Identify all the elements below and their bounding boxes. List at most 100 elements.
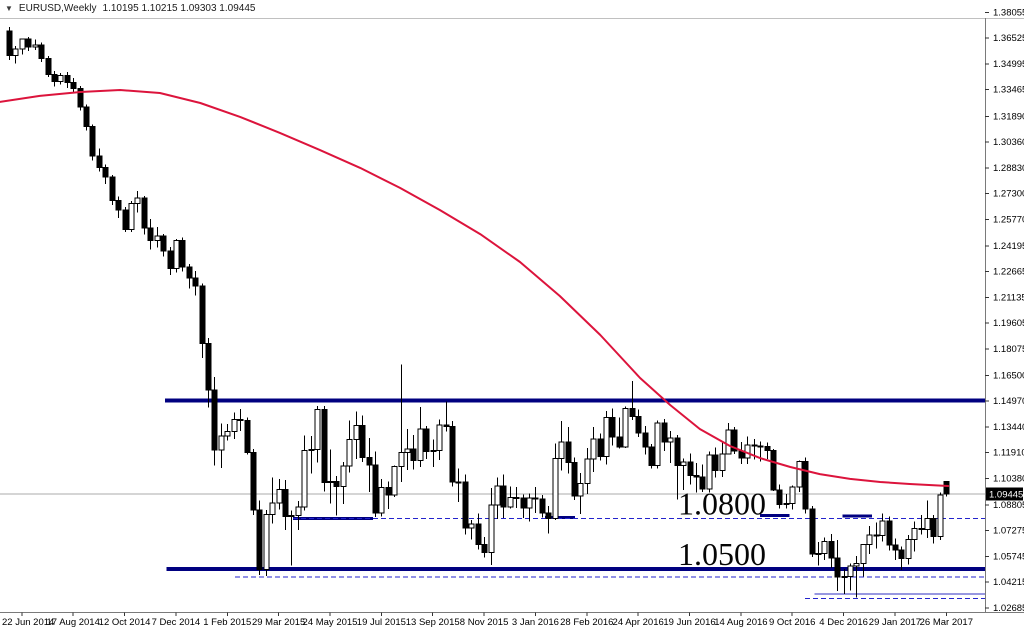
bear-candle [674, 437, 681, 466]
bull-candle [719, 453, 726, 471]
date-label: 7 Dec 2014 [152, 617, 201, 628]
bear-candle [6, 30, 13, 56]
price-label: 1.10380 [993, 473, 1024, 484]
bear-candle [609, 417, 616, 438]
bear-candle [96, 155, 103, 168]
bull-candle [468, 523, 475, 529]
price-label: 1.38055 [993, 7, 1024, 18]
bear-candle [115, 200, 122, 211]
bull-candle [19, 38, 26, 50]
price-label: 1.33465 [993, 85, 1024, 96]
bull-candle [327, 481, 334, 484]
bear-candle [109, 176, 116, 202]
bull-candle [154, 235, 161, 241]
bull-candle [308, 448, 315, 452]
bear-candle [244, 419, 251, 453]
bear-candle [192, 277, 199, 287]
bull-candle [654, 422, 661, 467]
bull-candle [398, 452, 405, 467]
bull-candle [353, 424, 360, 441]
bear-candle [51, 73, 58, 82]
bull-candle [552, 457, 559, 519]
bull-candle [526, 497, 533, 509]
price-label: 1.11910 [993, 448, 1024, 459]
bear-candle [873, 534, 880, 537]
date-label: 8 Nov 2015 [460, 617, 509, 628]
bear-candle [699, 476, 706, 490]
bull-candle [288, 514, 295, 517]
bear-candle [481, 543, 488, 553]
date-label: 26 Mar 2017 [920, 617, 973, 628]
bear-candle [500, 485, 507, 508]
bull-candle [417, 428, 424, 461]
bear-candle [333, 481, 340, 488]
price-axis[interactable]: 1.38055 1.36525 1.34995 1.33465 1.31890 1.303… [985, 7, 1024, 614]
bull-candle [295, 506, 302, 516]
annotation-1.0500[interactable]: 1.0500 [678, 536, 766, 572]
bear-candle [179, 239, 186, 268]
bear-candle [712, 454, 719, 471]
date-label: 28 Feb 2016 [560, 617, 613, 628]
bull-candle [879, 520, 886, 537]
bull-candle [231, 418, 238, 433]
bull-candle [488, 504, 495, 553]
bear-candle [423, 428, 430, 453]
price-label: 1.14970 [993, 396, 1024, 407]
price-label: 1.34995 [993, 59, 1024, 70]
bear-candle [943, 480, 950, 495]
date-label: 29 Mar 2015 [252, 617, 305, 628]
bear-candle [366, 456, 373, 466]
bull-candle [224, 431, 231, 437]
price-label: 1.19605 [993, 318, 1024, 329]
bear-candle [77, 87, 84, 108]
bear-candle [520, 497, 527, 509]
bear-candle [167, 250, 174, 270]
price-label: 1.16500 [993, 370, 1024, 381]
bear-candle [449, 425, 456, 483]
bull-candle [860, 544, 867, 564]
expand-triangle-icon[interactable]: ▼ [5, 3, 13, 13]
bear-candle [532, 497, 539, 500]
price-label: 1.31890 [993, 111, 1024, 122]
bull-candle [57, 74, 64, 82]
bull-candle [905, 538, 912, 560]
bear-candle [802, 460, 809, 510]
bear-candle [122, 209, 129, 230]
annotation-1.0800[interactable]: 1.0800 [678, 485, 766, 521]
bear-candle [616, 436, 623, 448]
bear-candle [359, 424, 366, 458]
bear-candle [256, 509, 263, 570]
current-price-label: 1.09445 [989, 490, 1023, 501]
bull-candle [346, 439, 353, 467]
bear-candle [828, 540, 835, 559]
bear-candle [410, 448, 417, 461]
bull-candle [725, 429, 732, 455]
bull-candle [783, 503, 790, 506]
price-label: 1.22665 [993, 267, 1024, 278]
bear-candle [834, 557, 841, 578]
bear-candle [38, 44, 45, 60]
bear-candle [147, 227, 154, 241]
date-label: 19 Jun 2016 [663, 617, 715, 628]
bull-candle [680, 461, 687, 466]
date-label: 14 Aug 2016 [714, 617, 767, 628]
bear-candle [809, 508, 816, 555]
bull-candle [218, 435, 225, 451]
bear-candle [141, 197, 148, 229]
bull-candle [173, 239, 180, 270]
bear-candle [70, 81, 77, 89]
price-label: 1.30360 [993, 137, 1024, 148]
price-label: 1.07275 [993, 526, 1024, 537]
bear-candle [571, 462, 578, 497]
bear-candle [629, 407, 636, 417]
bear-candle [545, 512, 552, 519]
price-label: 1.18075 [993, 344, 1024, 355]
bull-candle [590, 438, 597, 460]
bear-candle [475, 523, 482, 545]
bear-candle [237, 418, 244, 421]
bull-candle [603, 417, 610, 458]
price-annotations[interactable]: 1.0800 1.0500 [678, 485, 766, 571]
date-label: 17 Aug 2014 [47, 617, 100, 628]
